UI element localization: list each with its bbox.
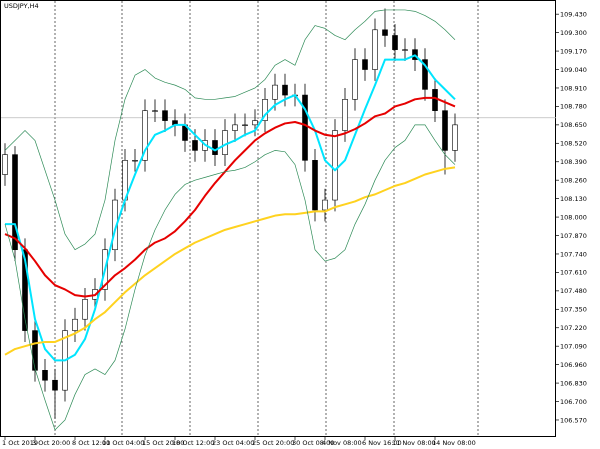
candle-body: [42, 370, 48, 381]
candle-body: [442, 110, 448, 151]
x-tick-label: 6 Nov 16:00: [362, 439, 402, 447]
x-tick-label: 1 Oct 2019: [2, 439, 38, 447]
candle-body: [322, 199, 328, 211]
candle-body: [312, 160, 318, 211]
candle-body: [52, 379, 58, 391]
y-tick-label: 108.650: [560, 121, 587, 129]
y-tick-label: 108.130: [560, 195, 587, 203]
candle-body: [382, 29, 388, 36]
x-tick-label: 15 Oct 20:00: [142, 439, 184, 447]
y-tick-label: 108.000: [560, 213, 587, 221]
indicator-line: [4, 124, 456, 431]
x-tick-label: 30 Oct 08:00: [292, 439, 334, 447]
y-tick-label: 107.740: [560, 250, 587, 258]
candle-body: [232, 124, 238, 131]
candle-body: [2, 154, 8, 175]
indicator-line: [4, 96, 456, 298]
x-tick-label: 4 Nov 08:00: [322, 439, 362, 447]
chart-title: USDJPY,H4: [4, 2, 39, 10]
candle-body: [432, 89, 438, 111]
y-tick-label: 107.350: [560, 306, 587, 314]
x-tick-label: 11 Nov 08:00: [392, 439, 436, 447]
period-separators: [54, 1, 479, 436]
candle-body: [242, 124, 248, 126]
y-tick-label: 107.220: [560, 324, 587, 332]
candle-body: [192, 140, 198, 151]
y-tick-label: 108.260: [560, 176, 587, 184]
candle-body: [362, 59, 368, 70]
candle-body: [142, 110, 148, 161]
x-tick-label: 23 Oct 04:00: [212, 439, 254, 447]
candle-body: [32, 330, 38, 371]
candle-body: [12, 154, 18, 251]
x-tick-label: 8 Oct 12:00: [72, 439, 110, 447]
y-tick-label: 109.170: [560, 47, 587, 55]
candle-body: [72, 318, 78, 331]
candle-body: [402, 49, 408, 51]
x-tick-label: 14 Nov 08:00: [432, 439, 476, 447]
indicator-line: [4, 9, 456, 251]
candle-body: [212, 140, 218, 155]
y-tick-label: 106.960: [560, 361, 587, 369]
candle-body: [372, 29, 378, 70]
y-tick-label: 109.040: [560, 66, 587, 74]
candle-body: [282, 84, 288, 96]
plot-frame: [0, 0, 556, 437]
candle-body: [352, 59, 358, 100]
y-tick-label: 109.300: [560, 29, 587, 37]
y-tick-label: 107.870: [560, 232, 587, 240]
candle-body: [342, 99, 348, 131]
y-tick-label: 107.090: [560, 342, 587, 350]
y-tick-label: 107.610: [560, 269, 587, 277]
candle-body: [422, 59, 428, 90]
y-tick-label: 108.780: [560, 103, 587, 111]
candle-body: [452, 124, 458, 151]
y-tick-label: 106.570: [560, 416, 587, 424]
indicator-line: [4, 166, 456, 356]
y-tick-label: 106.830: [560, 379, 587, 387]
x-tick-label: 3 Oct 20:00: [32, 439, 70, 447]
candle-body: [222, 130, 228, 155]
candle-body: [392, 35, 398, 50]
candle-body: [302, 94, 308, 161]
candle-body: [132, 160, 138, 162]
candle-body: [272, 84, 278, 100]
candle-body: [82, 299, 88, 320]
candle-body: [152, 110, 158, 112]
candle-body: [332, 130, 338, 201]
candle-body: [262, 99, 268, 121]
y-tick-label: 108.910: [560, 84, 587, 92]
y-tick-label: 107.480: [560, 287, 587, 295]
x-tick-label: 18 Oct 12:00: [172, 439, 214, 447]
y-tick-label: 106.700: [560, 398, 587, 406]
y-tick-label: 109.430: [560, 10, 587, 18]
candle-body: [252, 120, 258, 126]
candle-body: [162, 110, 168, 121]
x-tick-label: 11 Oct 04:00: [102, 439, 144, 447]
y-tick-label: 108.390: [560, 158, 587, 166]
y-tick-label: 108.520: [560, 140, 587, 148]
x-tick-label: 25 Oct 20:00: [252, 439, 294, 447]
indicator-line: [5, 54, 456, 362]
